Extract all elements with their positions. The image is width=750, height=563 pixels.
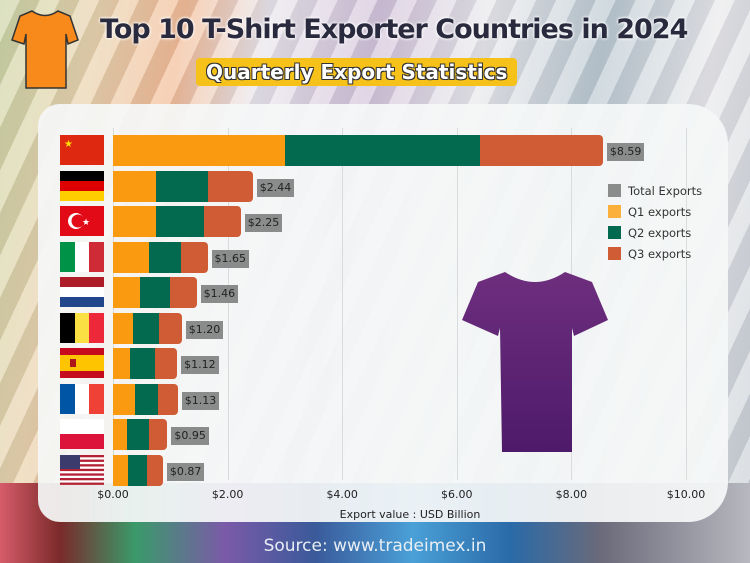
chart-subtitle: Quarterly Export Statistics xyxy=(196,58,518,86)
total-label: $1.20 xyxy=(185,320,224,339)
x-tick: $2.00 xyxy=(211,488,244,501)
legend-item-q3: Q3 exports xyxy=(608,243,702,264)
bar-netherlands xyxy=(113,277,197,308)
flag-spain-icon xyxy=(60,348,104,378)
flag-china-icon: ★ xyxy=(60,135,104,165)
bar-segment-q2 xyxy=(155,170,208,202)
bar-segment-q2 xyxy=(127,419,150,450)
bar-china xyxy=(113,135,603,166)
bar-segment-q1 xyxy=(113,419,128,450)
total-label: $1.12 xyxy=(181,356,219,374)
bar-segment-q3 xyxy=(479,135,603,166)
flag-germany-icon xyxy=(60,170,104,201)
gridline xyxy=(456,128,458,480)
legend-item-q1: Q1 exports xyxy=(608,201,702,222)
x-tick: $4.00 xyxy=(326,488,358,501)
total-label: $2.44 xyxy=(256,178,295,197)
x-axis-label: Export value : USD Billion xyxy=(339,508,481,521)
legend-swatch xyxy=(608,184,621,197)
bar-segment-q2 xyxy=(134,383,158,415)
flag-turkey-icon: ★ xyxy=(60,206,104,236)
bar-france xyxy=(113,383,178,415)
gridline xyxy=(227,128,229,480)
bar-segment-q3 xyxy=(157,383,178,415)
bar-segment-q1 xyxy=(113,135,285,166)
bar-segment-q1 xyxy=(113,170,156,202)
bar-segment-q3 xyxy=(158,312,182,344)
bar-poland xyxy=(113,419,168,450)
total-label: $1.13 xyxy=(181,391,220,410)
bar-united-states xyxy=(113,454,163,486)
chart-title: Top 10 T-Shirt Exporter Countries in 202… xyxy=(100,14,688,45)
bar-segment-q1 xyxy=(113,277,140,308)
bar-segment-q2 xyxy=(284,135,480,166)
purple-tshirt-image xyxy=(462,272,608,452)
bar-segment-q2 xyxy=(133,312,159,344)
legend-swatch xyxy=(608,226,621,239)
bar-segment-q3 xyxy=(149,419,168,450)
bar-segment-q3 xyxy=(170,277,197,308)
bar-belgium xyxy=(113,312,182,344)
bar-segment-q2 xyxy=(139,277,171,308)
total-label: $1.46 xyxy=(200,285,239,303)
total-label: $0.87 xyxy=(166,462,205,481)
orange-tshirt-icon xyxy=(11,10,79,89)
gridline xyxy=(342,128,344,480)
bar-segment-q3 xyxy=(180,241,208,273)
legend-swatch xyxy=(608,205,621,218)
x-tick: $8.00 xyxy=(555,488,588,501)
gridline xyxy=(686,128,687,480)
bar-segment-q3 xyxy=(207,170,253,202)
bar-segment-q1 xyxy=(113,454,129,486)
source-credit: Source: www.tradeimex.in xyxy=(263,536,487,556)
bar-segment-q1 xyxy=(113,312,134,344)
flag-france-icon xyxy=(60,383,104,414)
bar-segment-q3 xyxy=(203,206,241,237)
legend-label: Q1 exports xyxy=(628,204,692,219)
bar-segment-q3 xyxy=(146,454,163,486)
x-tick: $10.00 xyxy=(666,488,706,501)
bar-italy xyxy=(113,241,208,273)
flag-poland-icon xyxy=(60,419,104,449)
svg-text:★: ★ xyxy=(64,139,73,150)
bar-segment-q3 xyxy=(154,348,178,379)
bar-segment-q2 xyxy=(130,348,155,379)
bar-germany xyxy=(113,170,253,202)
total-label: $2.25 xyxy=(244,214,283,232)
flag-netherlands-icon xyxy=(60,277,104,307)
legend-item-q2: Q2 exports xyxy=(608,222,702,243)
flag-italy-icon xyxy=(60,241,104,272)
total-label: $8.59 xyxy=(606,143,645,161)
bar-segment-q1 xyxy=(113,348,131,379)
x-tick: $6.00 xyxy=(441,488,473,501)
bar-segment-q2 xyxy=(148,241,181,273)
bar-segment-q1 xyxy=(113,206,156,237)
flag-belgium-icon xyxy=(60,312,104,343)
legend-label: Q2 exports xyxy=(628,225,692,240)
legend-swatch xyxy=(608,247,621,260)
legend: Total Exports Q1 exports Q2 exports Q3 e… xyxy=(608,180,702,264)
flag-united-states-icon xyxy=(60,454,104,485)
total-label: $1.65 xyxy=(211,249,250,268)
bar-segment-q2 xyxy=(155,206,204,237)
legend-label: Q3 exports xyxy=(628,246,692,261)
svg-text:★: ★ xyxy=(82,218,90,228)
x-tick: $0.00 xyxy=(97,488,129,501)
bar-segment-q1 xyxy=(113,241,149,273)
bar-turkey xyxy=(113,206,241,237)
bar-spain xyxy=(113,348,178,379)
legend-label: Total Exports xyxy=(628,183,703,198)
bar-segment-q1 xyxy=(113,383,135,415)
legend-item-total: Total Exports xyxy=(608,180,702,201)
bar-segment-q2 xyxy=(128,454,147,486)
total-label: $0.95 xyxy=(171,427,209,445)
